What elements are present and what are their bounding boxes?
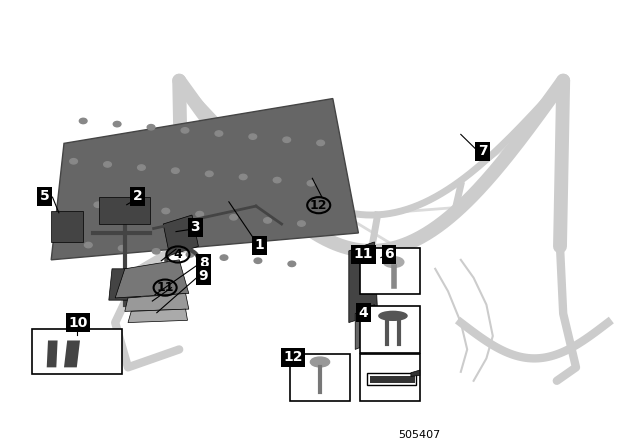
Polygon shape [51, 211, 83, 242]
Circle shape [196, 211, 204, 217]
Polygon shape [115, 260, 189, 298]
Polygon shape [125, 293, 189, 311]
Text: 12: 12 [310, 198, 328, 212]
Polygon shape [64, 340, 80, 367]
FancyBboxPatch shape [290, 354, 350, 401]
Circle shape [307, 181, 315, 186]
Circle shape [118, 246, 126, 251]
FancyBboxPatch shape [32, 329, 122, 374]
Circle shape [79, 118, 87, 124]
Ellipse shape [383, 257, 404, 267]
Text: 5: 5 [40, 189, 50, 203]
Text: 11: 11 [354, 247, 373, 262]
Circle shape [215, 131, 223, 136]
Text: 4: 4 [358, 306, 369, 320]
Polygon shape [163, 215, 198, 255]
FancyBboxPatch shape [360, 306, 420, 353]
Circle shape [147, 125, 155, 130]
Text: 8: 8 [198, 256, 209, 271]
Circle shape [220, 255, 228, 260]
Circle shape [317, 140, 324, 146]
Text: 7: 7 [477, 144, 488, 159]
Circle shape [273, 177, 281, 183]
Circle shape [230, 215, 237, 220]
Polygon shape [349, 242, 378, 323]
Circle shape [288, 261, 296, 267]
Polygon shape [109, 269, 141, 300]
Circle shape [283, 137, 291, 142]
Circle shape [84, 242, 92, 248]
Circle shape [264, 218, 271, 223]
Polygon shape [128, 309, 188, 323]
Circle shape [254, 258, 262, 263]
Text: 505407: 505407 [398, 430, 440, 440]
Circle shape [205, 171, 213, 177]
Circle shape [138, 165, 145, 170]
Text: 4: 4 [173, 248, 182, 261]
Circle shape [249, 134, 257, 139]
FancyBboxPatch shape [360, 354, 420, 401]
Circle shape [113, 121, 121, 127]
Text: 12: 12 [284, 350, 303, 364]
Text: 6: 6 [384, 247, 394, 262]
FancyBboxPatch shape [360, 248, 420, 294]
Polygon shape [99, 197, 150, 224]
Text: 11: 11 [156, 281, 174, 294]
Text: 1: 1 [254, 238, 264, 252]
Text: 10: 10 [68, 315, 88, 330]
Circle shape [94, 202, 102, 207]
Circle shape [186, 252, 194, 257]
Text: 2: 2 [132, 189, 143, 203]
Circle shape [70, 159, 77, 164]
Circle shape [162, 208, 170, 214]
Circle shape [104, 162, 111, 167]
Polygon shape [370, 376, 415, 383]
Text: 3: 3 [190, 220, 200, 234]
Circle shape [181, 128, 189, 133]
Circle shape [239, 174, 247, 180]
Ellipse shape [310, 357, 330, 367]
Circle shape [298, 221, 305, 226]
Polygon shape [47, 340, 58, 367]
Ellipse shape [379, 311, 407, 320]
Circle shape [128, 205, 136, 211]
Polygon shape [51, 99, 358, 260]
Circle shape [152, 249, 160, 254]
Text: 9: 9 [198, 269, 209, 283]
Circle shape [172, 168, 179, 173]
Polygon shape [411, 370, 420, 376]
Polygon shape [355, 305, 378, 349]
